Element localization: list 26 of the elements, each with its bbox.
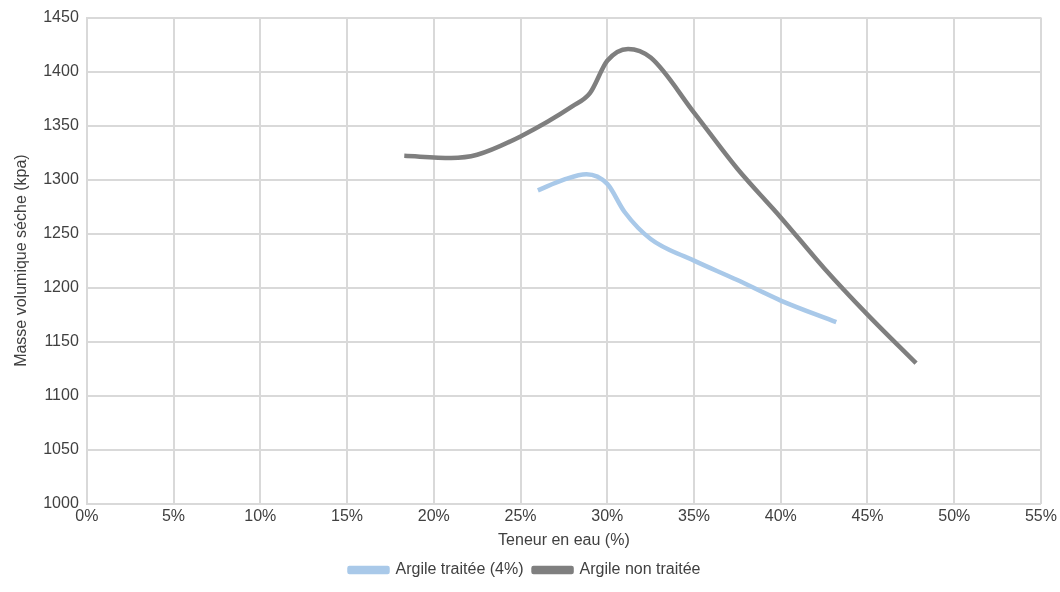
y-tick-label: 1150 <box>44 332 79 350</box>
x-tick-label: 45% <box>851 506 884 524</box>
legend-label: Argile non traitée <box>579 560 701 578</box>
x-tick-label: 15% <box>331 506 364 524</box>
y-tick-label: 1300 <box>43 170 79 188</box>
y-tick-label: 1350 <box>43 116 79 134</box>
line-series <box>535 171 839 325</box>
x-tick-label: 5% <box>161 506 186 524</box>
legend-label: Argile traitée (4%) <box>395 560 524 578</box>
x-tick-label: 35% <box>677 506 711 524</box>
y-axis-title: Masse volumique séche (kpa) <box>12 154 30 367</box>
x-tick-label: 10% <box>244 506 277 524</box>
y-tick-label: 1100 <box>44 386 79 404</box>
y-tick-label: 1250 <box>43 224 79 242</box>
y-tick-label: 1050 <box>43 440 79 458</box>
x-tick-label: 25% <box>504 506 537 524</box>
y-tick-label: 1200 <box>43 278 79 296</box>
x-tick-label: 30% <box>591 506 624 524</box>
x-tick-label: 20% <box>417 506 450 524</box>
y-tick-label: 1400 <box>43 62 79 80</box>
x-axis-title: Teneur en eau (%) <box>498 530 630 548</box>
y-tick-label: 1450 <box>43 8 79 26</box>
x-tick-label: 40% <box>764 506 797 524</box>
x-tick-label: 50% <box>938 506 971 524</box>
line-series <box>402 46 919 366</box>
x-tick-label: 55% <box>1024 506 1057 524</box>
